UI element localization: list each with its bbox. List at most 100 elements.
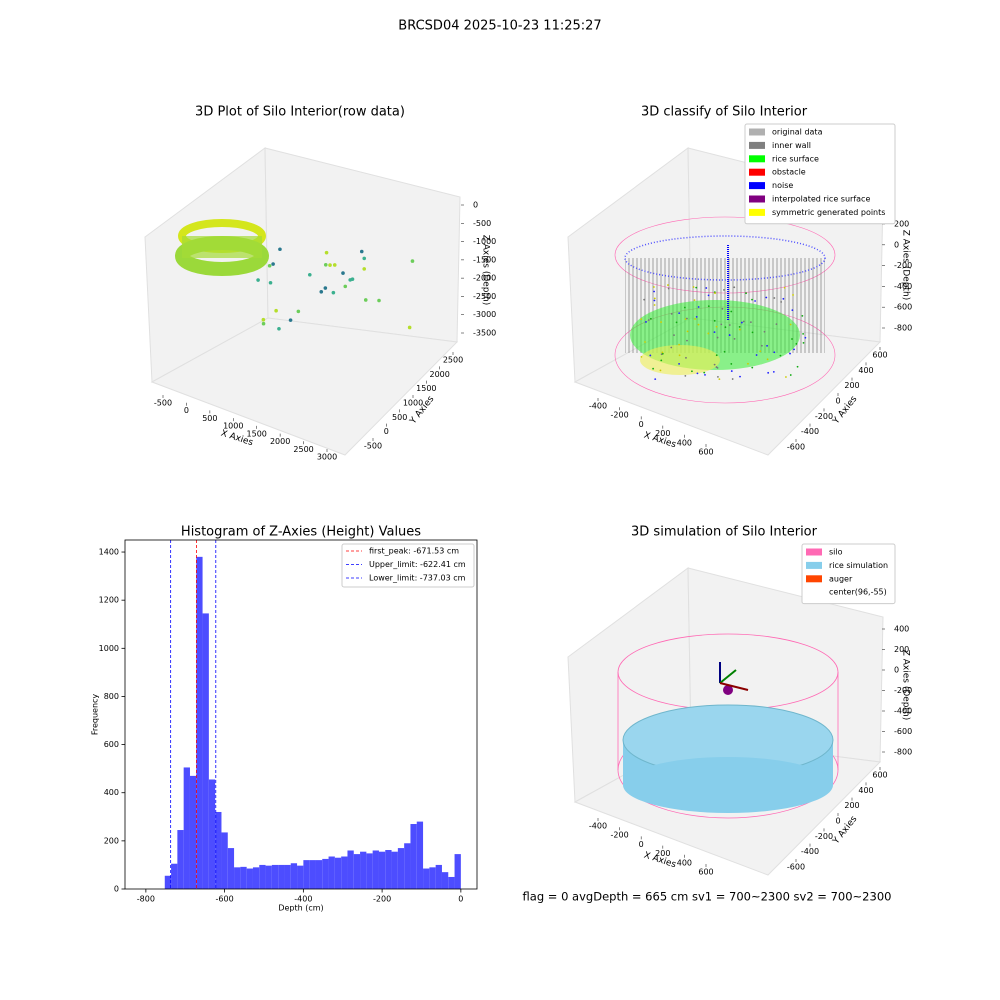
y-tick-label: 200 bbox=[844, 381, 859, 390]
legend-label: Upper_limit: -622.41 cm bbox=[369, 560, 466, 569]
legend-swatch bbox=[806, 588, 822, 596]
bar bbox=[221, 832, 228, 889]
bar bbox=[341, 856, 348, 889]
bar bbox=[404, 843, 411, 889]
z-tick-label: -2500 bbox=[473, 292, 496, 301]
bar bbox=[278, 864, 285, 889]
z-tick-label: -1000 bbox=[473, 237, 496, 246]
cloud-dot bbox=[323, 262, 328, 267]
cloud-dot bbox=[649, 317, 652, 320]
cloud-dot bbox=[765, 296, 768, 299]
cloud-dot bbox=[705, 287, 708, 289]
cloud-dot bbox=[649, 354, 652, 357]
cloud-dot bbox=[274, 308, 278, 313]
cloud-dot bbox=[707, 294, 710, 297]
y-tick-label: 0 bbox=[384, 427, 389, 436]
bar bbox=[252, 867, 260, 889]
cloud-dot bbox=[738, 326, 741, 328]
x-tick-label: -400 bbox=[589, 822, 607, 831]
cloud-dot bbox=[277, 326, 281, 331]
cloud-dot bbox=[667, 284, 669, 286]
cloud-dot bbox=[780, 301, 783, 303]
bar bbox=[196, 556, 203, 889]
bar bbox=[227, 848, 235, 889]
cloud-dot bbox=[775, 323, 778, 326]
cloud-dot bbox=[791, 309, 794, 312]
z-tick-label: -600 bbox=[894, 303, 912, 312]
cloud-dot bbox=[653, 299, 656, 302]
cloud-dot bbox=[731, 378, 734, 380]
y-tick-label: 400 bbox=[104, 788, 119, 797]
legend-swatch bbox=[806, 575, 822, 583]
y-tick-label: 1400 bbox=[99, 548, 119, 557]
cloud-dot bbox=[678, 363, 680, 365]
cloud-dot bbox=[766, 358, 769, 361]
cloud-dot bbox=[660, 359, 663, 362]
cloud-dot bbox=[256, 278, 260, 282]
bar bbox=[303, 860, 310, 889]
cloud-dot bbox=[278, 247, 282, 252]
legend-label: obstacle bbox=[772, 168, 806, 177]
legend-label: auger bbox=[829, 574, 853, 583]
cloud-dot bbox=[653, 304, 656, 306]
x-tick-label: 600 bbox=[698, 448, 713, 457]
bar bbox=[189, 775, 197, 889]
bar bbox=[240, 866, 247, 889]
cloud-dot bbox=[747, 362, 749, 365]
legend-box bbox=[801, 543, 896, 605]
y-tick-label: -400 bbox=[801, 847, 819, 856]
cloud-dot bbox=[359, 249, 364, 254]
z-tick-label: 0 bbox=[894, 240, 899, 249]
cloud-dot bbox=[683, 306, 686, 309]
y-tick-label: 400 bbox=[858, 786, 873, 795]
cloud-dot bbox=[667, 287, 670, 290]
cloud-dot bbox=[261, 317, 266, 322]
legend-swatch bbox=[806, 561, 822, 569]
cloud-dot bbox=[745, 292, 747, 295]
cloud-dot bbox=[730, 310, 733, 313]
cloud-dot bbox=[653, 286, 655, 288]
cloud-dot bbox=[328, 263, 332, 267]
cloud-dot bbox=[647, 319, 650, 321]
bar bbox=[353, 854, 361, 889]
z-tick-label: 200 bbox=[894, 645, 909, 654]
cloud-dot bbox=[686, 317, 688, 320]
cloud-dot bbox=[728, 324, 731, 326]
bar bbox=[208, 779, 216, 889]
bar bbox=[423, 868, 430, 889]
noise bbox=[624, 235, 826, 281]
cloud-dot bbox=[324, 250, 329, 255]
cloud-dot bbox=[673, 334, 675, 337]
cloud-dot bbox=[720, 323, 723, 326]
cloud-dot bbox=[643, 298, 646, 301]
y-tick-label: -600 bbox=[787, 443, 805, 452]
z-tick-label: -500 bbox=[473, 219, 491, 228]
cloud-dot bbox=[678, 312, 681, 315]
cloud-dot bbox=[759, 350, 762, 353]
cloud-dot bbox=[323, 286, 328, 290]
bar bbox=[454, 854, 461, 889]
cloud-dot bbox=[694, 318, 696, 320]
cloud-dot bbox=[271, 262, 275, 266]
cloud-dot bbox=[675, 321, 678, 324]
cloud-dot bbox=[730, 363, 733, 365]
y-tick-label: -400 bbox=[801, 427, 819, 436]
cloud-dot bbox=[713, 319, 716, 322]
cloud-dot bbox=[670, 346, 673, 349]
y-tick-label: 600 bbox=[104, 740, 119, 749]
x-tick-label: 200 bbox=[655, 849, 670, 858]
z-tick-label: -3500 bbox=[473, 329, 496, 338]
cloud-dot bbox=[288, 318, 293, 322]
cloud-dot bbox=[640, 318, 643, 321]
cloud-dot bbox=[804, 336, 807, 339]
legend-swatch bbox=[749, 128, 765, 136]
legend-swatch bbox=[749, 182, 765, 190]
cloud-dot bbox=[653, 297, 656, 300]
cloud-dot bbox=[763, 330, 766, 333]
cloud-dot bbox=[772, 371, 775, 373]
x-tick-label: -200 bbox=[611, 831, 629, 840]
cloud-dot bbox=[793, 348, 795, 351]
cloud-dot bbox=[716, 336, 719, 339]
cloud-dot bbox=[714, 292, 716, 295]
cloud-dot bbox=[723, 350, 726, 353]
